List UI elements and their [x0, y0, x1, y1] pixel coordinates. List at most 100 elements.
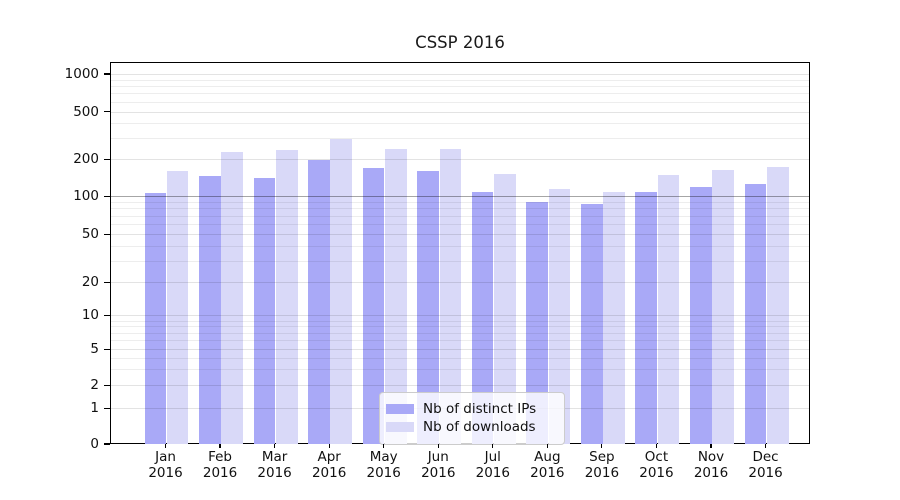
gridline-50 — [111, 234, 809, 236]
gridline-70 — [111, 215, 809, 217]
y-tick-20 — [103, 281, 110, 283]
gridline-4 — [111, 358, 809, 360]
bar-downloads-may — [385, 148, 407, 444]
x-tick-label-nov: Nov 2016 — [693, 449, 729, 481]
y-tick-0 — [103, 443, 110, 445]
y-tick-label-50: 50 — [81, 226, 99, 243]
gridline-500 — [111, 111, 809, 113]
bar-downloads-jan — [166, 171, 189, 444]
x-tick-may — [383, 444, 385, 448]
x-tick-label-oct: Oct 2016 — [639, 449, 674, 481]
y-tick-label-5: 5 — [90, 341, 99, 358]
x-tick-label-feb: Feb 2016 — [202, 449, 238, 481]
x-tick-label-jul: Jul 2016 — [475, 449, 510, 481]
bar-downloads-mar — [275, 149, 298, 444]
x-tick-label-apr: Apr 2016 — [311, 449, 347, 481]
y-tick-50 — [103, 233, 110, 235]
bar-distinct-ips-apr — [308, 159, 330, 444]
gridline-300 — [111, 138, 809, 140]
x-tick-label-jun: Jun 2016 — [421, 449, 456, 481]
y-tick-label-0: 0 — [90, 436, 99, 452]
x-tick-label-sep: Sep 2016 — [584, 449, 620, 481]
bar-distinct-ips-mar — [253, 178, 276, 444]
bar-downloads-aug — [548, 189, 571, 444]
gridline-100 — [111, 196, 809, 198]
bar-distinct-ips-aug — [526, 201, 549, 444]
x-tick-label-dec: Dec 2016 — [748, 449, 783, 481]
x-tick-label-aug: Aug 2016 — [530, 449, 565, 481]
legend-row-downloads: Nb of downloads — [386, 419, 554, 435]
bar-distinct-ips-sep — [580, 204, 603, 444]
bar-downloads-apr — [330, 139, 353, 444]
gridline-20 — [111, 282, 809, 284]
gridline-90 — [111, 201, 809, 203]
gridline-5 — [111, 349, 809, 351]
gridline-80 — [111, 208, 809, 210]
bar-downloads-nov — [712, 169, 734, 444]
x-tick-label-may: May 2016 — [366, 449, 401, 481]
y-tick-label-500: 500 — [73, 103, 99, 120]
bar-distinct-ips-nov — [690, 186, 712, 444]
gridline-9 — [111, 320, 809, 322]
gridline-10 — [111, 315, 809, 317]
gridline-30 — [111, 261, 809, 263]
x-tick-oct — [655, 444, 658, 448]
bar-distinct-ips-oct — [635, 191, 658, 444]
bar-downloads-oct — [657, 175, 680, 444]
x-tick-jul — [492, 444, 494, 448]
gridline-3 — [111, 369, 809, 371]
legend-row-distinct-ips: Nb of distinct IPs — [386, 401, 554, 417]
x-tick-mar — [274, 444, 276, 448]
x-tick-apr — [328, 444, 330, 448]
x-tick-dec — [764, 444, 767, 448]
bar-distinct-ips-jul — [471, 191, 494, 444]
x-tick-jan — [164, 444, 167, 448]
gridline-60 — [111, 224, 809, 226]
bar-distinct-ips-jan — [144, 193, 167, 444]
y-tick-label-1000: 1000 — [64, 66, 99, 83]
y-tick-10 — [103, 314, 110, 316]
x-tick-jun — [437, 444, 439, 448]
gridline-900 — [111, 79, 809, 81]
x-tick-nov — [710, 444, 712, 448]
bar-downloads-feb — [221, 152, 244, 444]
y-tick-label-10: 10 — [81, 307, 99, 324]
gridline-800 — [111, 86, 809, 88]
gridline-40 — [111, 245, 809, 247]
y-tick-label-100: 100 — [73, 188, 99, 205]
y-tick-label-2: 2 — [90, 377, 99, 394]
legend-label-downloads: Nb of downloads — [423, 419, 536, 435]
gridline-6 — [111, 340, 809, 342]
y-tick-100 — [103, 195, 110, 197]
x-tick-label-jan: Jan 2016 — [148, 449, 183, 481]
y-tick-label-200: 200 — [73, 151, 99, 168]
bar-distinct-ips-may — [362, 167, 385, 444]
gridline-200 — [111, 159, 809, 161]
y-tick-label-1: 1 — [90, 400, 99, 417]
legend-swatch-downloads — [386, 422, 414, 432]
y-tick-200 — [103, 158, 110, 161]
gridline-7 — [111, 332, 809, 334]
gridline-600 — [111, 101, 809, 103]
y-tick-500 — [103, 110, 110, 113]
y-tick-5 — [103, 348, 110, 350]
y-tick-2 — [103, 384, 110, 386]
bar-downloads-jul — [494, 174, 516, 444]
gridline-1000 — [111, 74, 809, 76]
bar-distinct-ips-jun — [417, 171, 439, 444]
y-tick-1 — [103, 407, 110, 410]
x-tick-feb — [219, 444, 221, 448]
bar-distinct-ips-feb — [199, 176, 221, 444]
chart-title: CSSP 2016 — [415, 33, 505, 52]
gridline-700 — [111, 93, 809, 95]
legend-label-distinct-ips: Nb of distinct IPs — [423, 401, 537, 417]
x-tick-label-mar: Mar 2016 — [257, 449, 292, 481]
bar-distinct-ips-dec — [744, 183, 767, 444]
x-tick-aug — [546, 444, 548, 448]
bar-downloads-jun — [439, 149, 462, 444]
legend: Nb of distinct IPs Nb of downloads — [379, 392, 565, 445]
bar-downloads-sep — [603, 192, 625, 444]
y-tick-1000 — [103, 73, 110, 75]
gridline-8 — [111, 326, 809, 328]
